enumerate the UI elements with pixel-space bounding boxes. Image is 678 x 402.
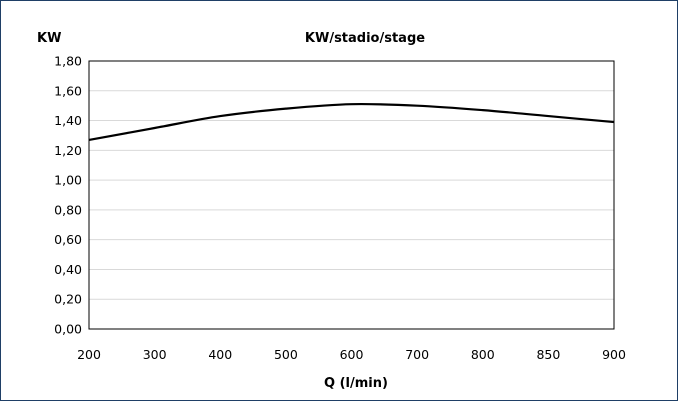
x-tick-label: 900 (602, 347, 626, 362)
y-tick-label: 0,60 (54, 232, 82, 247)
x-tick-label: 850 (536, 347, 560, 362)
y-tick-label: 1,60 (54, 83, 82, 98)
data-points (87, 102, 616, 142)
x-tick-label: 200 (77, 347, 101, 362)
x-axis-label: Q (l/min) (324, 376, 388, 391)
y-tick-label: 1,80 (54, 54, 82, 69)
y-tick-label: 1,00 (54, 173, 82, 188)
y-tick-labels: 0,00 0,20 0,40 0,60 0,80 1,00 1,20 1,40 1,60 1,80 (54, 54, 82, 337)
x-tick-label: 500 (274, 347, 298, 362)
y-tick-label: 0,80 (54, 202, 82, 217)
x-tick-label: 700 (405, 347, 429, 362)
y-tick-label: 0,20 (54, 292, 82, 307)
y-axis-label: KW (37, 31, 61, 46)
series-line (88, 102, 615, 141)
y-tick-label: 1,40 (54, 113, 82, 128)
x-tick-labels: 200 300 400 500 600 700 800 850 900 (77, 347, 626, 362)
x-tick-label: 400 (208, 347, 232, 362)
x-tick-label: 800 (471, 347, 495, 362)
y-tick-label: 0,40 (54, 262, 82, 277)
x-tick-label: 300 (143, 347, 167, 362)
y-tick-label: 0,00 (54, 322, 82, 337)
x-tick-label: 600 (340, 347, 364, 362)
y-tick-label: 1,20 (54, 143, 82, 158)
grid-lines (89, 90, 614, 300)
plot-area (88, 60, 615, 330)
chart-title: KW/stadio/stage (305, 31, 425, 46)
